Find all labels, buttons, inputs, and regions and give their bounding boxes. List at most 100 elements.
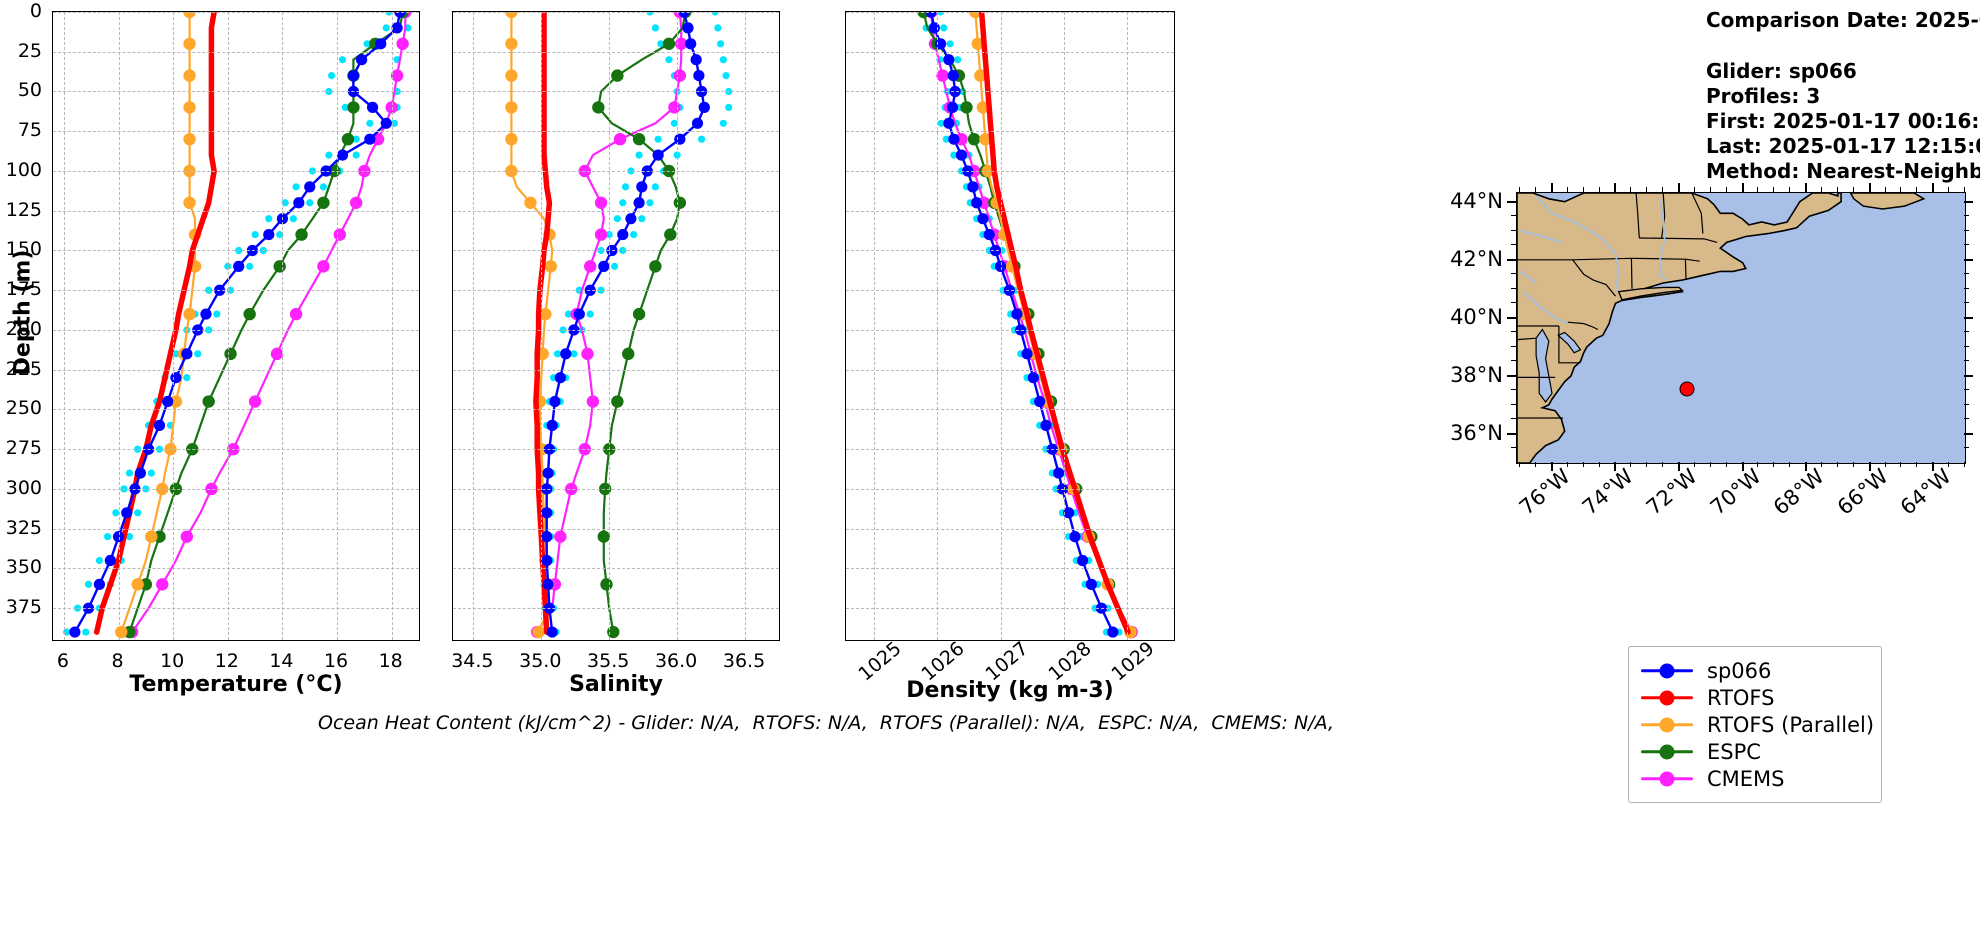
spread-marker	[84, 580, 93, 588]
spread-marker	[719, 56, 727, 64]
series-marker	[541, 507, 553, 519]
x-tick-label: 36.5	[722, 650, 766, 672]
y-tick-label: 175	[5, 278, 42, 301]
map-border	[1572, 257, 1632, 261]
series-marker	[295, 228, 308, 241]
series-marker	[673, 69, 687, 82]
gridline-vertical	[1063, 12, 1065, 640]
y-tick	[52, 131, 53, 132]
map-lon-minor-tick	[1852, 187, 1854, 192]
temperature-plot-area[interactable]	[52, 11, 420, 641]
x-tick	[64, 640, 65, 641]
map-border	[1635, 193, 1640, 239]
series-marker	[270, 347, 284, 361]
gridline-horizontal	[846, 131, 1174, 133]
legend-label: CMEMS	[1707, 766, 1785, 791]
series-marker	[947, 69, 959, 82]
x-tick	[1064, 640, 1065, 641]
glider-location-map[interactable]	[1516, 192, 1966, 464]
y-tick-label: 150	[5, 238, 42, 261]
glider-position-marker[interactable]	[1679, 381, 1695, 397]
gridline-horizontal	[453, 131, 779, 133]
legend-swatch-icon	[1641, 663, 1693, 678]
map-river	[1535, 195, 1620, 292]
series-marker	[293, 197, 305, 209]
series-marker	[317, 196, 330, 209]
map-bay	[1557, 331, 1582, 354]
map-lon-minor-tick	[1566, 187, 1568, 192]
series-marker	[698, 101, 710, 113]
gridline-horizontal	[846, 528, 1174, 530]
series-marker	[1069, 531, 1081, 543]
salinity-plot-area[interactable]	[452, 11, 780, 641]
map-lon-minor-tick	[1693, 187, 1695, 192]
legend-item-sp066[interactable]: sp066	[1641, 657, 1865, 684]
series-marker	[549, 395, 561, 408]
y-tick-label: 25	[17, 39, 42, 62]
series-marker	[505, 101, 518, 114]
map-nova-scotia	[1849, 193, 1926, 210]
spread-marker	[570, 350, 578, 358]
series-legend: sp066 RTOFS RTOFS (Parallel) ESPC CMEMS	[1628, 646, 1882, 803]
map-lon-minor-tick	[1598, 187, 1600, 192]
map-lon-minor-tick	[1630, 187, 1632, 192]
spread-marker	[946, 40, 954, 48]
last-profile-time-text: Last: 2025-01-17 12:15:00	[1706, 134, 1980, 158]
method-text: Method: Nearest-Neighbor	[1706, 159, 1980, 183]
map-lon-minor-tick	[1662, 187, 1664, 192]
map-lon-minor-tick	[1852, 462, 1854, 467]
map-lat-minor-tick	[1964, 331, 1969, 333]
map-lon-minor-tick	[1535, 462, 1537, 467]
map-lat-minor-tick	[1511, 287, 1516, 289]
map-lon-minor-tick	[1900, 187, 1902, 192]
gridline-horizontal	[53, 170, 419, 172]
series-marker	[544, 260, 557, 273]
density-panel: Density (kg m-3) 1025 1026 1027 1028 1029	[790, 0, 1190, 703]
y-tick-label: 225	[5, 357, 42, 380]
series-marker	[1027, 372, 1039, 384]
legend-item-rtofs[interactable]: RTOFS	[1641, 684, 1865, 711]
map-border	[1517, 337, 1537, 341]
y-tick-label: 125	[5, 198, 42, 221]
map-lat-minor-tick	[1964, 447, 1969, 449]
map-lon-tick	[1868, 183, 1871, 192]
spread-marker	[646, 199, 654, 207]
x-tick	[1001, 640, 1002, 641]
legend-item-espc[interactable]: ESPC	[1641, 738, 1865, 765]
spread-marker	[670, 119, 679, 127]
spread-marker	[194, 350, 202, 358]
map-lat-label: 36°N	[1450, 420, 1503, 445]
map-lat-minor-tick	[1964, 273, 1969, 275]
density-plot-area[interactable]	[845, 11, 1175, 641]
series-marker	[263, 228, 275, 241]
map-lat-tick	[1964, 432, 1973, 435]
y-tick	[52, 91, 53, 92]
spread-marker	[697, 135, 706, 143]
spread-marker	[937, 119, 945, 127]
series-marker	[690, 54, 702, 66]
map-lon-tick	[1550, 183, 1553, 192]
map-lon-label: 76°W	[1514, 464, 1575, 520]
legend-item-rtofs-parallel-[interactable]: RTOFS (Parallel)	[1641, 711, 1874, 738]
series-marker	[678, 12, 690, 18]
series-marker	[131, 578, 144, 591]
series-marker	[611, 395, 624, 408]
series-marker	[662, 37, 676, 50]
legend-item-cmems[interactable]: CMEMS	[1641, 765, 1865, 792]
gridline-vertical	[173, 12, 175, 640]
series-marker	[573, 308, 585, 320]
spread-marker	[112, 509, 120, 517]
y-tick-label: 100	[5, 158, 42, 181]
legend-swatch-icon	[1641, 744, 1693, 759]
legend-label: RTOFS (Parallel)	[1707, 712, 1875, 737]
x-tick	[541, 640, 542, 641]
series-marker	[673, 196, 687, 209]
series-marker	[248, 395, 262, 408]
map-lat-label: 42°N	[1450, 246, 1503, 271]
y-tick	[452, 330, 453, 331]
map-lon-minor-tick	[1709, 462, 1711, 467]
map-lat-minor-tick	[1964, 360, 1969, 362]
x-tick	[473, 640, 474, 641]
series-marker	[691, 117, 704, 129]
y-tick	[52, 250, 53, 251]
